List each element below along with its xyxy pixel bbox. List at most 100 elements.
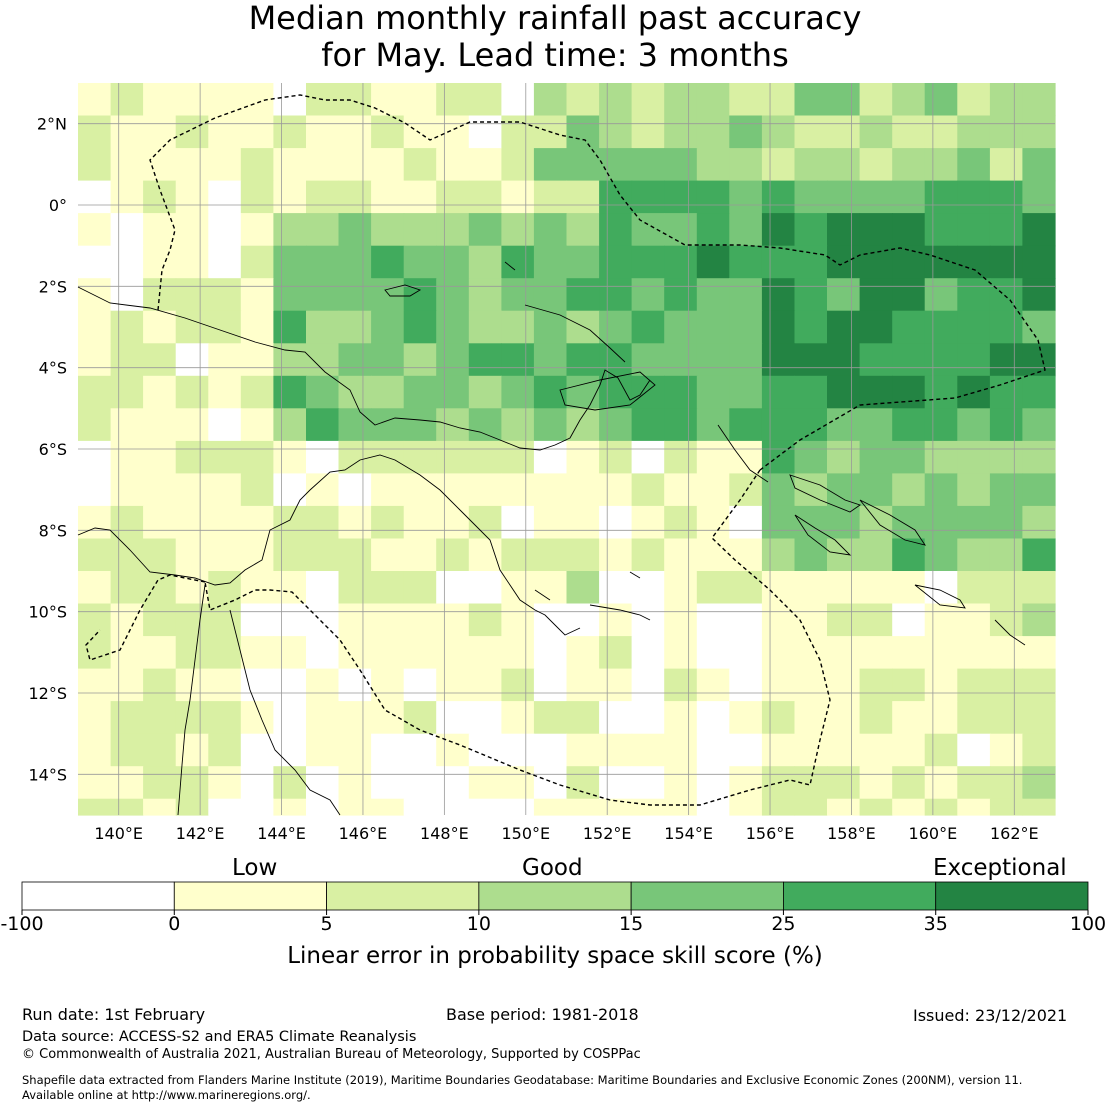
grid-cell (78, 343, 112, 377)
grid-cell (306, 213, 340, 247)
lon-tick-label: 144°E (257, 824, 306, 843)
grid-cell (761, 408, 796, 442)
coastline-cape-york (177, 584, 206, 816)
grid-cell (338, 440, 372, 474)
grid-cell (924, 538, 958, 572)
colorbar-segment (630, 881, 784, 911)
grid-cell (859, 571, 893, 605)
grid-cell (599, 278, 633, 312)
grid-cell (468, 668, 502, 702)
grid-cell (501, 798, 535, 816)
grid-cell (306, 375, 340, 409)
grid-cell (403, 440, 437, 474)
eez-aus-torres (85, 574, 206, 661)
coastline-island-manus (384, 284, 422, 297)
grid-cell (143, 668, 177, 702)
grid-cell (175, 375, 209, 409)
grid-cell (143, 571, 177, 605)
grid-cell (436, 798, 470, 816)
grid-cell (892, 505, 926, 539)
grid-cell (664, 440, 698, 474)
grid-cell (566, 505, 600, 539)
grid-cell (696, 636, 730, 670)
grid-cell (240, 636, 274, 670)
grid-cell (78, 538, 112, 572)
grid-cell (827, 83, 861, 117)
grid-cell (273, 408, 307, 442)
grid-cell (794, 375, 828, 409)
coastline-new-guinea-north (77, 286, 651, 451)
grid-cell (110, 245, 144, 279)
lon-tick-label: 162°E (990, 824, 1039, 843)
shapefile-credit-line-1: Shapefile data extracted from Flanders M… (22, 1073, 1023, 1087)
grid-cell (306, 310, 340, 344)
grid-cell (468, 148, 502, 182)
grid-cell (403, 733, 437, 767)
colorbar-tick-label: 0 (168, 913, 181, 935)
grid-cell (859, 636, 893, 670)
grid-cell (403, 180, 437, 214)
grid-cell (566, 701, 600, 735)
grid-cell (143, 115, 177, 149)
colorbar-label-good: Good (522, 855, 583, 881)
grid-cell (761, 278, 796, 312)
grid-cell (827, 636, 861, 670)
grid-cell (273, 440, 307, 474)
grid-cell (827, 538, 861, 572)
grid-cell (827, 505, 861, 539)
grid-cell (924, 180, 958, 214)
grid-cell (501, 310, 535, 344)
grid-cell (989, 440, 1024, 474)
grid-cell (110, 798, 144, 816)
grid-cell (631, 798, 665, 816)
grid-cell (110, 505, 144, 539)
grid-cell (989, 766, 1024, 800)
grid-cell (859, 440, 893, 474)
grid-cell (566, 538, 600, 572)
grid-cell (664, 473, 698, 507)
grid-cell (143, 310, 177, 344)
grid-cell (761, 375, 796, 409)
grid-cell (240, 505, 274, 539)
grid-cell (501, 180, 535, 214)
grid-cell (240, 440, 274, 474)
grid-cell (273, 148, 307, 182)
grid-cell (599, 668, 633, 702)
grid-cell (957, 668, 991, 702)
grid-cell (827, 375, 861, 409)
grid-cell (989, 245, 1024, 279)
grid-cell (110, 603, 144, 637)
grid-cell (436, 440, 470, 474)
grid-cell (78, 440, 112, 474)
grid-cell (957, 115, 991, 149)
grid-cell (533, 278, 568, 312)
grid-cell (78, 115, 112, 149)
grid-cell (729, 766, 763, 800)
grid-cell (729, 603, 763, 637)
grid-cell (599, 440, 633, 474)
grid-cell (78, 473, 112, 507)
grid-cell (957, 603, 991, 637)
grid-cell (78, 766, 112, 800)
grid-cell (371, 180, 405, 214)
grid-cell (827, 115, 861, 149)
issued-date: Issued: 23/12/2021 (913, 1006, 1068, 1025)
grid-cell (794, 148, 828, 182)
grid-cell (761, 636, 796, 670)
grid-cell (175, 278, 209, 312)
grid-cell (110, 310, 144, 344)
coastlines (77, 261, 1026, 816)
grid-cell (761, 83, 796, 117)
grid-cell (338, 636, 372, 670)
grid-cell (306, 505, 340, 539)
grid-cell (533, 245, 568, 279)
lat-tick-label: 8°S (39, 521, 67, 540)
grid-cell (631, 278, 665, 312)
grid-cell (306, 603, 340, 637)
grid-cell (989, 571, 1024, 605)
grid-cell (729, 213, 763, 247)
grid-cell (631, 408, 665, 442)
grid-cell (631, 603, 665, 637)
grid-cell (338, 83, 372, 117)
grid-cell (110, 213, 144, 247)
